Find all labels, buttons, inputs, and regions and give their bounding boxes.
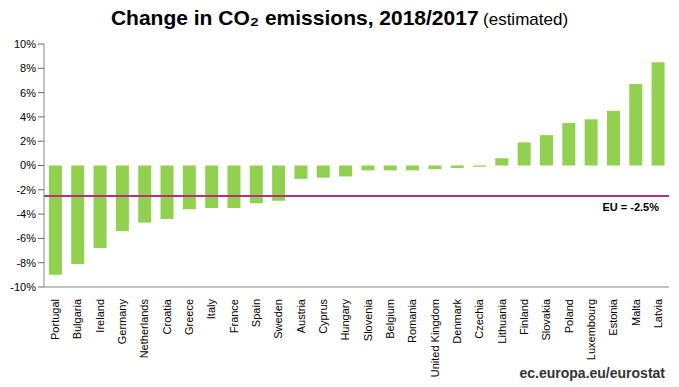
svg-text:Estonia: Estonia xyxy=(607,298,619,336)
svg-text:6%: 6% xyxy=(20,87,36,99)
svg-text:Italy: Italy xyxy=(205,299,217,320)
svg-text:Netherlands: Netherlands xyxy=(138,299,150,359)
svg-text:United Kingdom: United Kingdom xyxy=(429,299,441,377)
svg-text:Bulgaria: Bulgaria xyxy=(71,298,83,339)
svg-text:Slovakia: Slovakia xyxy=(540,298,552,340)
svg-text:Ireland: Ireland xyxy=(94,299,106,333)
svg-text:-2%: -2% xyxy=(16,184,36,196)
svg-text:-10%: -10% xyxy=(10,281,36,293)
svg-text:Sweden: Sweden xyxy=(272,299,284,339)
svg-text:8%: 8% xyxy=(20,62,36,74)
svg-text:Hungary: Hungary xyxy=(339,299,351,341)
svg-text:Malta: Malta xyxy=(630,298,642,326)
svg-text:10%: 10% xyxy=(14,38,36,50)
html-text:ec.europa.eu/eurostat: ec.europa.eu/eurostat xyxy=(519,365,665,381)
svg-text:0%: 0% xyxy=(20,159,36,171)
svg-text:Belgium: Belgium xyxy=(384,299,396,339)
svg-text:Luxembourg: Luxembourg xyxy=(585,299,597,360)
svg-text:Latvia: Latvia xyxy=(652,298,664,328)
svg-text:Austria: Austria xyxy=(295,298,307,333)
svg-text:France: France xyxy=(228,299,240,333)
svg-text:4%: 4% xyxy=(20,111,36,123)
svg-text:Cyprus: Cyprus xyxy=(317,299,329,334)
svg-text:Spain: Spain xyxy=(250,299,262,327)
svg-text:-6%: -6% xyxy=(16,232,36,244)
svg-text:-4%: -4% xyxy=(16,208,36,220)
svg-text:EU = -2.5%: EU = -2.5% xyxy=(602,201,659,213)
svg-text:Poland: Poland xyxy=(563,299,575,333)
svg-text:Portugal: Portugal xyxy=(49,299,61,340)
html-text:Change in CO₂ emissions, 2018/: Change in CO₂ emissions, 2018/2017 (esti… xyxy=(110,6,569,29)
svg-text:-8%: -8% xyxy=(16,257,36,269)
svg-text:Romania: Romania xyxy=(406,298,418,343)
svg-text:2%: 2% xyxy=(20,135,36,147)
svg-text:Lithuania: Lithuania xyxy=(496,298,508,344)
svg-text:Germany: Germany xyxy=(116,299,128,345)
svg-text:Greece: Greece xyxy=(183,299,195,335)
svg-text:Czechia: Czechia xyxy=(473,298,485,339)
svg-text:Croatia: Croatia xyxy=(161,298,173,334)
svg-text:Denmark: Denmark xyxy=(451,299,463,344)
svg-text:Finland: Finland xyxy=(518,299,530,335)
svg-text:Slovenia: Slovenia xyxy=(362,298,374,341)
